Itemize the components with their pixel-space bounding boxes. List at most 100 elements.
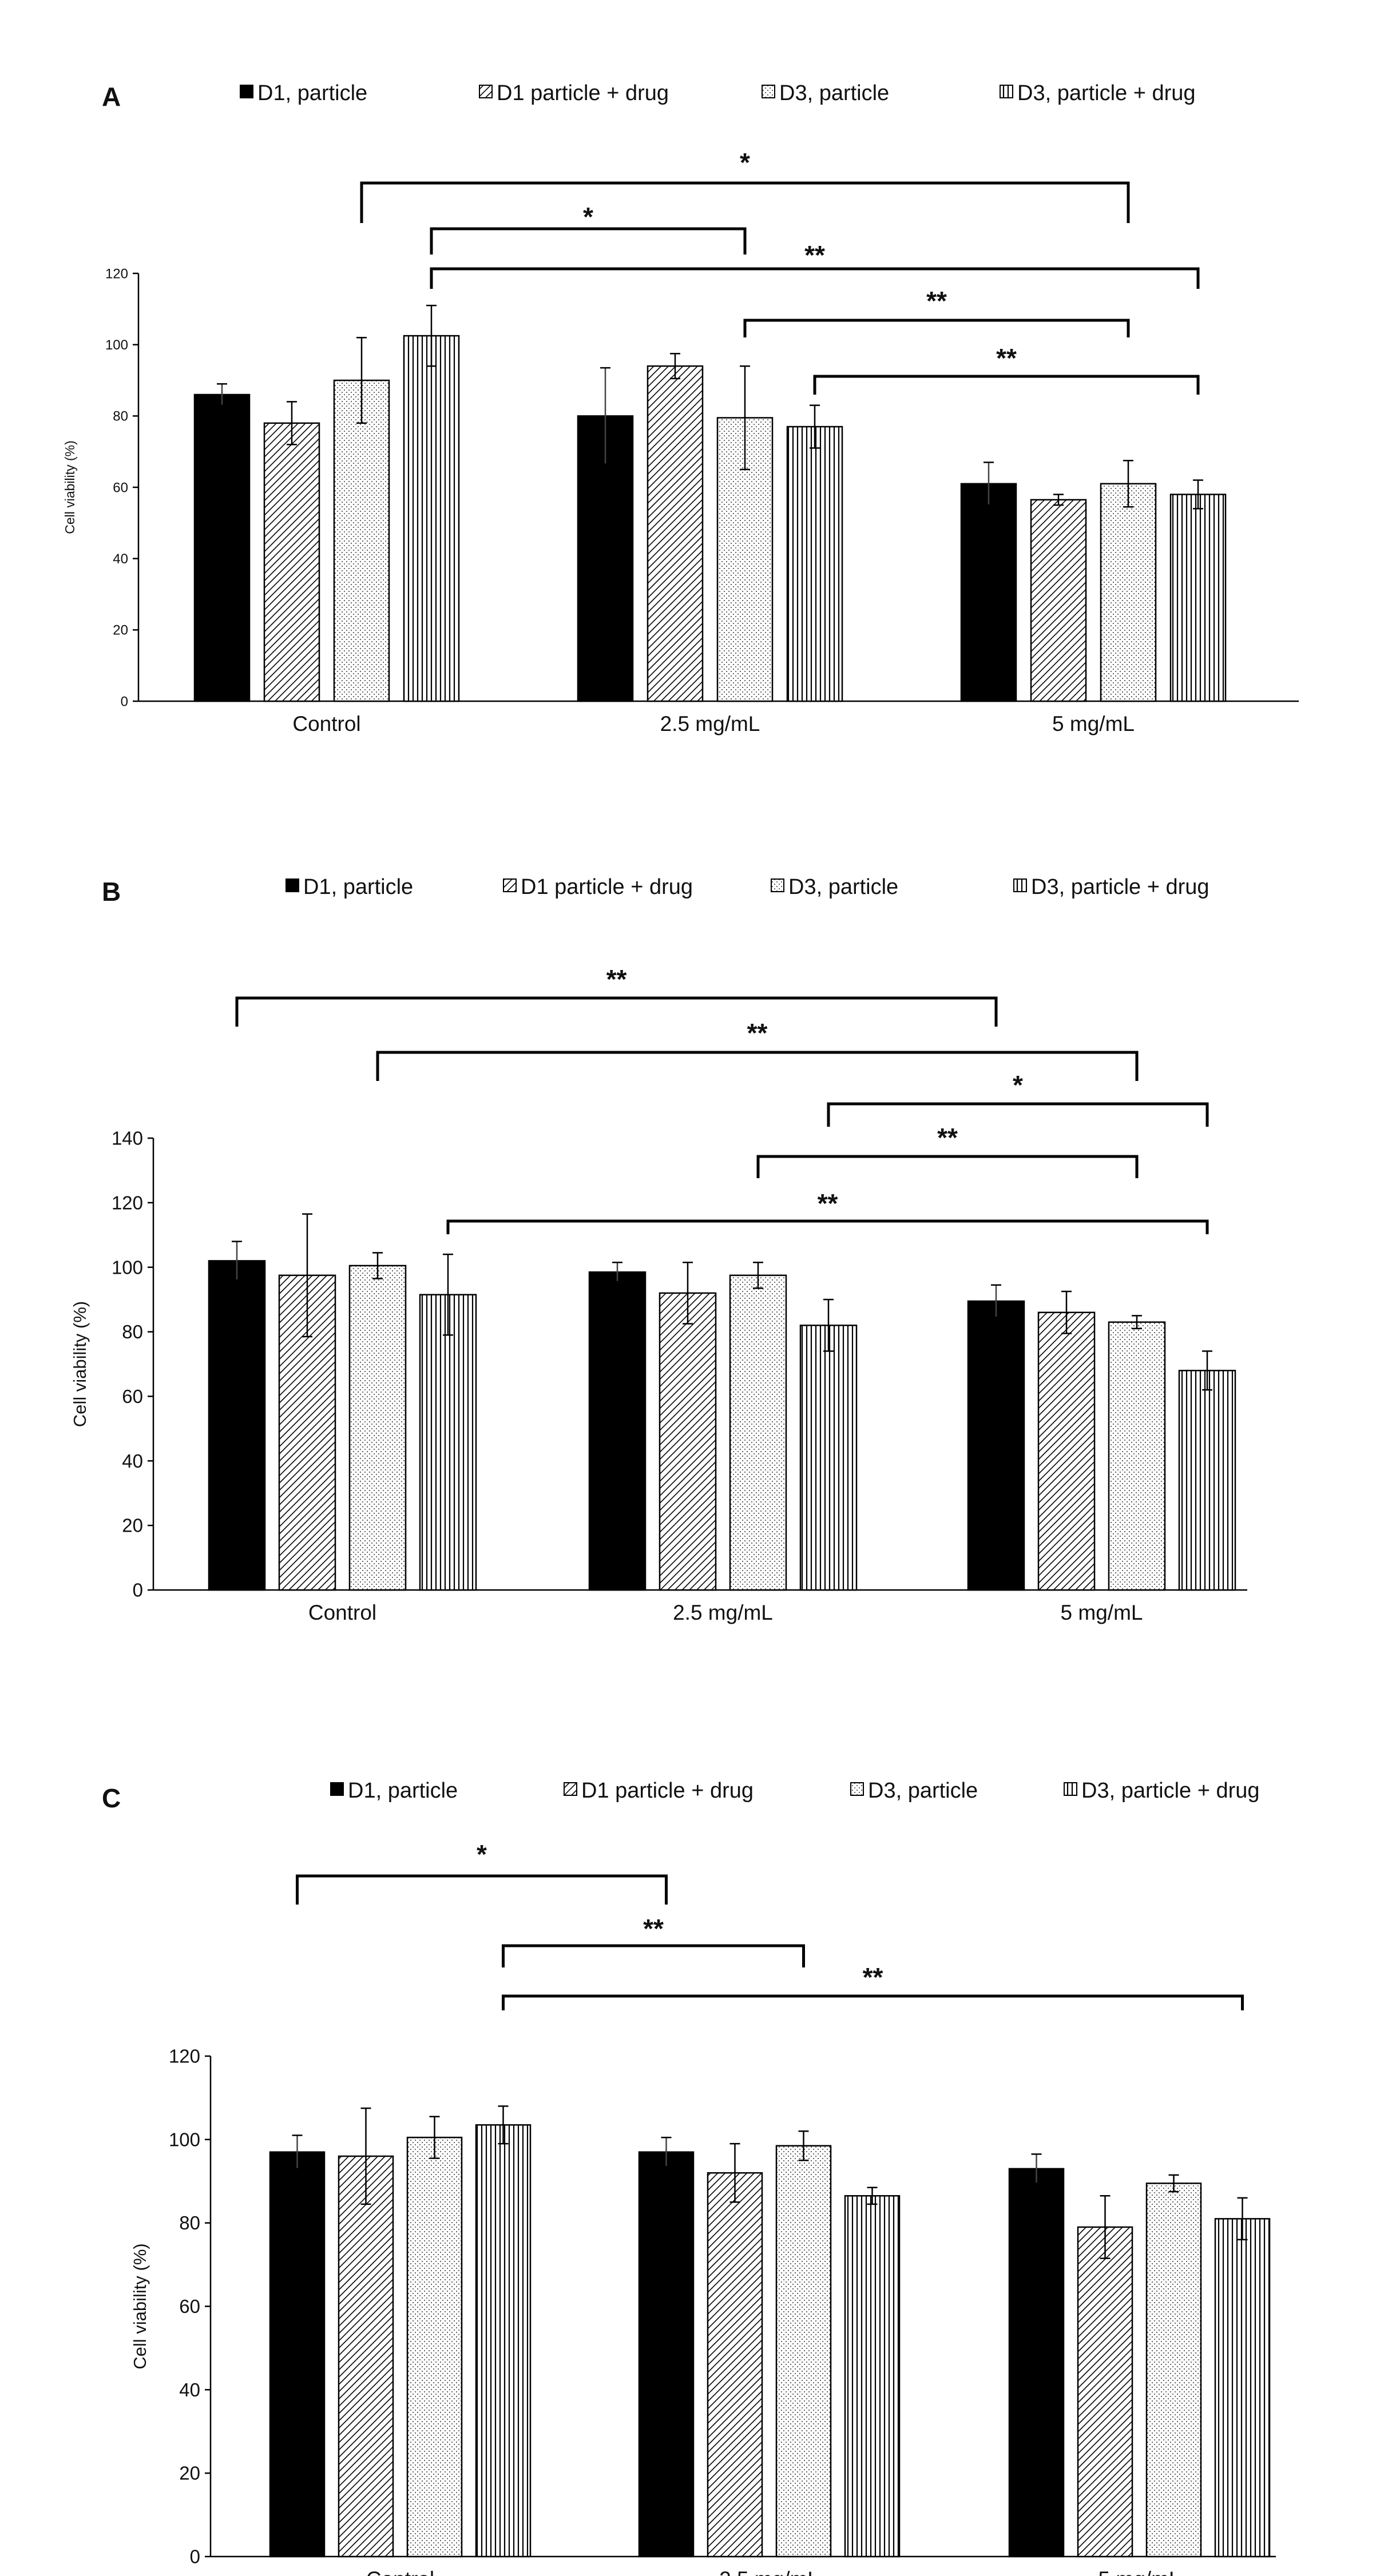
bar bbox=[348, 1265, 407, 1591]
bar bbox=[638, 2151, 695, 2558]
error-bar bbox=[1237, 2197, 1248, 2241]
bar bbox=[1100, 483, 1157, 702]
bar bbox=[475, 2124, 532, 2558]
error-bar bbox=[498, 2105, 509, 2145]
y-tick-label: 120 bbox=[105, 266, 128, 281]
legend-label: D1, particle bbox=[303, 875, 413, 899]
bar bbox=[1145, 2183, 1202, 2558]
legend-swatch bbox=[1064, 1782, 1077, 1796]
y-tick-label: 100 bbox=[105, 337, 128, 353]
legend-label: D3, particle + drug bbox=[1031, 875, 1210, 899]
significance-label: * bbox=[740, 148, 750, 177]
x-tick-label: 5 mg/mL bbox=[1099, 2567, 1181, 2576]
y-tick-label: 20 bbox=[122, 1515, 143, 1536]
significance-label: ** bbox=[606, 964, 627, 994]
y-tick-label: 20 bbox=[179, 2463, 200, 2484]
panel-letter: B bbox=[102, 877, 121, 907]
error-bar bbox=[232, 1241, 242, 1281]
legend-label: D3, particle + drug bbox=[1017, 81, 1196, 105]
legend-swatch bbox=[1013, 878, 1027, 892]
error-bar bbox=[360, 2107, 371, 2205]
significance-label: * bbox=[1013, 1070, 1023, 1100]
significance-bracket: ** bbox=[502, 1962, 1244, 2010]
legend-label: D3, particle bbox=[779, 81, 889, 105]
bar bbox=[588, 1271, 647, 1591]
significance-label: ** bbox=[804, 240, 825, 270]
bar bbox=[1030, 499, 1087, 702]
significance-label: ** bbox=[937, 1123, 958, 1152]
x-tick-label: Control bbox=[308, 1601, 376, 1624]
bar bbox=[1169, 494, 1227, 702]
legend-swatch bbox=[503, 878, 517, 892]
bar bbox=[967, 1300, 1025, 1591]
significance-bracket: ** bbox=[446, 1188, 1209, 1234]
error-bar bbox=[356, 336, 367, 424]
legend-swatch bbox=[1000, 85, 1013, 98]
x-tick-label: 2.5 mg/mL bbox=[719, 2567, 819, 2576]
y-tick-label: 80 bbox=[113, 409, 128, 424]
chart-panel-c: C D1, particle D1 particle + drug D3, parti… bbox=[102, 1779, 1276, 2576]
y-tick-label: 80 bbox=[179, 2212, 200, 2233]
significance-label: ** bbox=[818, 1188, 838, 1218]
legend-label: D3, particle bbox=[788, 875, 898, 899]
error-bar bbox=[1202, 1350, 1212, 1391]
significance-label: * bbox=[477, 1839, 487, 1869]
bar bbox=[799, 1325, 858, 1591]
error-bar bbox=[426, 304, 437, 367]
significance-bracket: * bbox=[827, 1070, 1209, 1127]
significance-bracket: ** bbox=[813, 343, 1200, 395]
legend-label: D1, particle bbox=[348, 1779, 458, 1803]
bar bbox=[403, 335, 460, 702]
chart-panel-b: B D1, particle D1 particle + drug D3, parti… bbox=[70, 875, 1247, 1624]
bar bbox=[263, 422, 320, 702]
x-tick-label: 2.5 mg/mL bbox=[660, 712, 760, 736]
error-bar bbox=[753, 1262, 763, 1289]
x-tick-label: 2.5 mg/mL bbox=[673, 1601, 773, 1624]
error-bar bbox=[1168, 2174, 1179, 2193]
bar bbox=[729, 1274, 787, 1591]
error-bar bbox=[729, 2142, 740, 2203]
significance-bracket: ** bbox=[743, 286, 1130, 337]
x-tick-label: Control bbox=[366, 2567, 434, 2576]
error-bar bbox=[217, 383, 227, 406]
error-bar bbox=[867, 2187, 878, 2205]
x-tick-label: Control bbox=[292, 712, 360, 736]
error-bar bbox=[302, 1213, 312, 1338]
bar bbox=[333, 379, 390, 702]
legend-swatch bbox=[771, 878, 784, 892]
y-tick-label: 40 bbox=[113, 551, 128, 567]
error-bar bbox=[429, 2116, 440, 2159]
panel-letter: A bbox=[102, 82, 121, 112]
bar bbox=[659, 1292, 717, 1591]
y-tick-label: 60 bbox=[113, 480, 128, 495]
bar bbox=[269, 2151, 326, 2558]
y-tick-label: 120 bbox=[112, 1192, 143, 1213]
significance-label: ** bbox=[863, 1962, 883, 1992]
bar bbox=[647, 365, 704, 702]
significance-label: ** bbox=[643, 1914, 664, 1943]
y-tick-label: 60 bbox=[179, 2296, 200, 2317]
error-bar bbox=[287, 401, 297, 446]
significance-bracket: * bbox=[360, 148, 1130, 223]
error-bar bbox=[600, 367, 610, 465]
y-tick-label: 140 bbox=[112, 1128, 143, 1149]
error-bar bbox=[810, 404, 820, 449]
error-bar bbox=[683, 1262, 693, 1325]
error-bar bbox=[1031, 2153, 1042, 2184]
error-bar bbox=[798, 2130, 809, 2161]
error-bar bbox=[1100, 2195, 1111, 2259]
chart-panel-a: A D1, particle D1 particle + drug D3, parti… bbox=[62, 81, 1299, 736]
bar bbox=[1108, 1321, 1166, 1591]
y-tick-label: 40 bbox=[179, 2379, 200, 2400]
x-tick-label: 5 mg/mL bbox=[1052, 712, 1135, 736]
error-bar bbox=[1193, 479, 1203, 510]
significance-bracket: * bbox=[296, 1839, 668, 1905]
bar bbox=[1037, 1311, 1096, 1591]
bar bbox=[406, 2136, 463, 2558]
bar bbox=[775, 2145, 832, 2558]
y-axis-label: Cell viability (%) bbox=[70, 1301, 90, 1427]
bar bbox=[1008, 2168, 1065, 2558]
x-tick-label: 5 mg/mL bbox=[1061, 1601, 1143, 1624]
error-bar bbox=[1123, 460, 1133, 508]
